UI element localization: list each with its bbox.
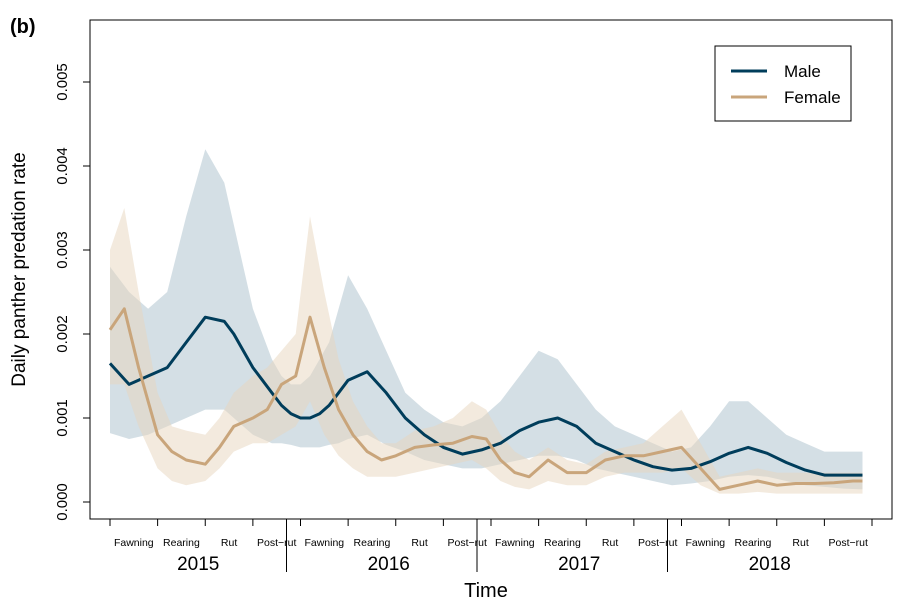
legend-label-female: Female — [784, 88, 841, 107]
y-tick-label: 0.002 — [54, 315, 71, 353]
season-label: Post−rut — [828, 537, 867, 549]
season-label: Fawning — [685, 537, 725, 549]
year-label: 2018 — [749, 554, 791, 575]
legend: Male Female — [714, 45, 852, 122]
season-label: Rut — [221, 537, 237, 549]
season-label: Post−rut — [447, 537, 486, 549]
season-label: Rut — [602, 537, 618, 549]
season-label: Fawning — [495, 537, 535, 549]
y-tick-label: 0.000 — [54, 483, 71, 521]
season-label: Rearing — [163, 537, 200, 549]
legend-box — [714, 45, 852, 122]
y-tick-label: 0.004 — [54, 147, 71, 185]
y-tick-label: 0.003 — [54, 231, 71, 269]
line-male — [108, 315, 863, 477]
band-female — [110, 208, 863, 494]
year-label: 2017 — [558, 554, 600, 575]
y-axis-label: Daily panther predation rate — [9, 152, 30, 386]
line-female — [108, 307, 863, 491]
y-tick-label: 0.001 — [54, 399, 71, 437]
year-label: 2015 — [177, 554, 219, 575]
season-label: Rearing — [544, 537, 581, 549]
season-label: Rut — [792, 537, 808, 549]
season-label: Rut — [411, 537, 427, 549]
season-label: Post−rut — [638, 537, 677, 549]
season-label: Fawning — [114, 537, 154, 549]
season-label: Fawning — [304, 537, 344, 549]
year-label: 2016 — [368, 554, 410, 575]
y-tick-label: 0.005 — [54, 63, 71, 101]
season-label: Rearing — [735, 537, 772, 549]
x-axis-label: Time — [464, 580, 508, 602]
season-label: Rearing — [354, 537, 391, 549]
panel-label: (b) — [10, 16, 36, 38]
legend-label-male: Male — [784, 62, 821, 81]
plot-area — [108, 149, 863, 494]
season-label: Post−rut — [257, 537, 296, 549]
